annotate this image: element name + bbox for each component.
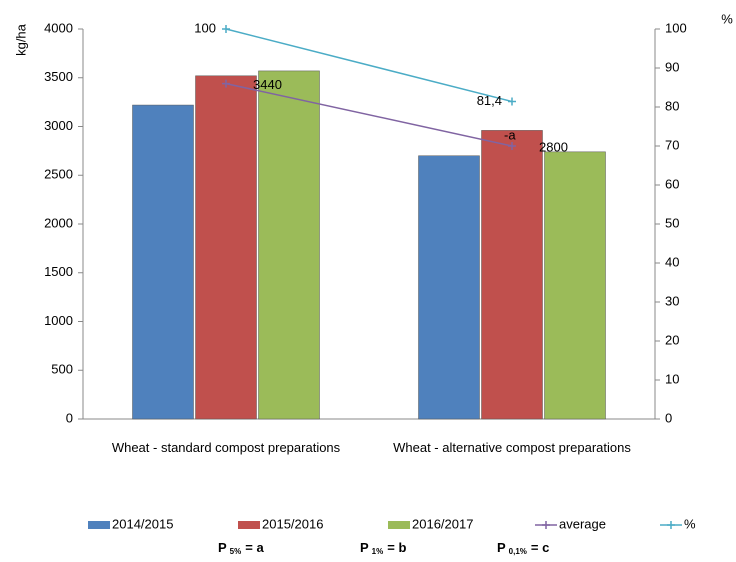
note-sub: 5% (230, 547, 242, 556)
y2-tick-label: 20 (665, 332, 679, 347)
y2-tick-label: 60 (665, 176, 679, 191)
y-tick-label: 500 (51, 362, 73, 377)
note-sub: 0,1% (509, 547, 527, 556)
bar (195, 75, 257, 420)
y-tick-label: 3000 (44, 118, 73, 133)
y-tick-label: 0 (66, 410, 73, 425)
legend-label: 2014/2015 (112, 516, 173, 531)
y2-tick-label: 10 (665, 371, 679, 386)
note-text: = c (531, 540, 549, 555)
marker (222, 25, 230, 33)
legend-label: % (684, 516, 696, 531)
y2-tick-label: 40 (665, 254, 679, 269)
note: P 1% = b (360, 540, 406, 556)
y2-tick-label: 30 (665, 293, 679, 308)
bar (258, 70, 320, 420)
bar (544, 151, 606, 420)
legend-label: 2015/2016 (262, 516, 323, 531)
legend-swatch (388, 521, 410, 529)
marker (508, 97, 516, 106)
y-tick-label: 2000 (44, 215, 73, 230)
bar (481, 130, 543, 420)
note-label: P (360, 540, 369, 555)
y2-tick-label: 70 (665, 137, 679, 152)
note: P 5% = a (218, 540, 264, 556)
y-tick-label: 2500 (44, 167, 73, 182)
bar (132, 104, 194, 420)
y2-tick-label: 90 (665, 59, 679, 74)
marker (222, 79, 230, 88)
annotation: -a (504, 127, 516, 142)
note: P 0,1% = c (497, 540, 549, 556)
note-label: P (497, 540, 506, 555)
y2-tick-label: 50 (665, 215, 679, 230)
bar (418, 155, 480, 420)
data-label: 2800 (539, 139, 568, 154)
y2-tick-label: 80 (665, 98, 679, 113)
marker (508, 142, 516, 150)
legend-marker (542, 521, 550, 529)
legend-swatch (88, 521, 110, 529)
note-text: = b (387, 540, 406, 555)
y-tick-label: 4000 (44, 20, 73, 35)
legend-label: average (559, 516, 606, 531)
legend-swatch (238, 521, 260, 529)
legend-marker (667, 521, 675, 529)
x-tick-label: Wheat - standard compost preparations (111, 440, 341, 455)
y2-tick-label: 0 (665, 410, 672, 425)
y-tick-label: 1500 (44, 264, 73, 279)
y-tick-label: 3500 (44, 69, 73, 84)
y2-tick-label: 100 (665, 20, 687, 35)
data-label: 100 (194, 20, 216, 35)
line (225, 82, 513, 147)
y2-axis-label: % (721, 11, 733, 26)
note-label: P (218, 540, 227, 555)
data-label: 81,4 (477, 93, 502, 108)
legend-label: 2016/2017 (412, 516, 473, 531)
data-label: 3440 (253, 77, 282, 92)
line (225, 28, 513, 103)
y-tick-label: 1000 (44, 313, 73, 328)
note-text: = a (245, 540, 264, 555)
note-sub: 1% (372, 547, 384, 556)
x-tick-label: Wheat - alternative compost preparations (393, 440, 631, 455)
y-axis-label: kg/ha (13, 23, 28, 56)
